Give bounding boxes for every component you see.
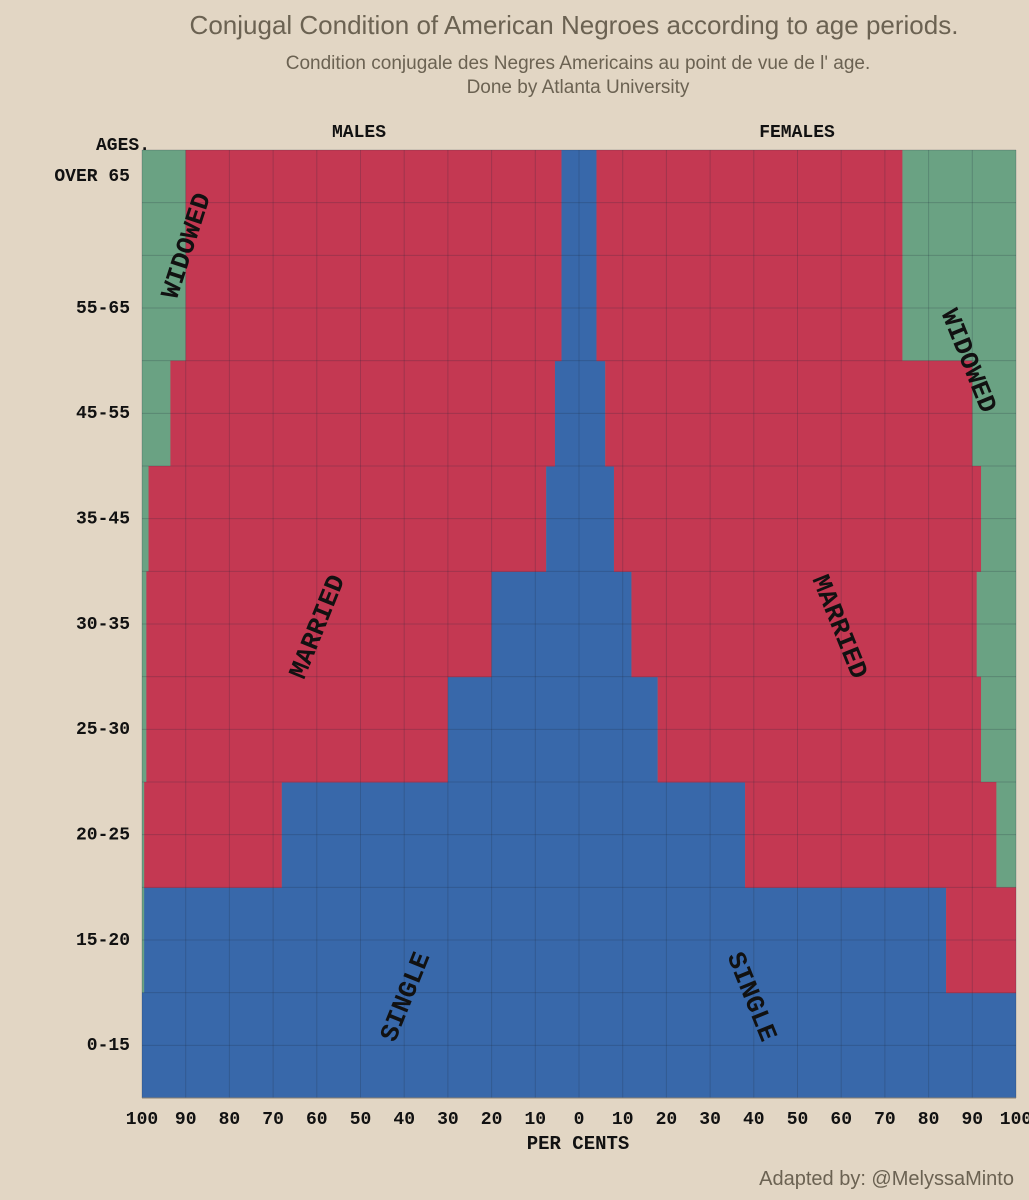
bar-male-single-30-35 [491,571,579,678]
x-tick-label: 10 [612,1110,634,1130]
grid-lines [141,149,1017,1099]
bar-female-married-45-55 [605,360,973,467]
bar-female-married-over-65 [596,150,903,256]
x-tick-label: 50 [787,1110,809,1130]
age-label: 25-30 [76,720,130,740]
bar-female-single-35-45 [579,466,614,572]
age-label: 55-65 [76,299,130,319]
bar-female-married-25-30 [657,676,982,783]
bar-female-married-15-20 [946,887,1016,994]
age-label: OVER 65 [54,167,130,187]
caption-credit: Adapted by: @MelyssaMinto [759,1168,1014,1190]
chart-title: Conjugal Condition of American Negroes a… [190,10,959,40]
bar-male-single-over-65 [561,150,579,256]
age-label: 20-25 [76,825,130,845]
age-tick-labels: 0-15 15-20 20-25 25-30 30-35 35-45 45-55 55-65 O… [54,167,130,1056]
x-tick-label: 30 [437,1110,459,1130]
x-tick-label: 60 [306,1110,328,1130]
bar-male-single-15-20 [144,887,579,994]
males-header: MALES [332,123,386,143]
bar-female-single-20-25 [579,782,746,888]
bar-male-single-35-45 [546,466,579,572]
age-label: 30-35 [76,615,130,635]
x-tick-label: 20 [656,1110,678,1130]
bar-male-single-20-25 [281,782,579,888]
age-label: 15-20 [76,931,130,951]
bar-male-single-55-65 [561,255,579,362]
bar-male-married-35-45 [148,466,547,572]
age-label: 45-55 [76,404,130,424]
x-tick-label: 20 [481,1110,503,1130]
bar-female-married-30-35 [631,571,977,678]
x-tick-label: 80 [918,1110,940,1130]
age-label: 0-15 [87,1036,130,1056]
bar-male-single-25-30 [447,676,579,783]
bar-male-married-20-25 [144,782,282,888]
bar-female-single-30-35 [579,571,632,678]
x-tick-label: 90 [175,1110,197,1130]
bar-male-married-25-30 [146,676,448,783]
bar-male-married-55-65 [185,255,562,362]
bar-female-single-0-15 [579,992,1016,1099]
x-tick-label: 50 [350,1110,372,1130]
bar-female-married-55-65 [596,255,903,362]
x-tick-label: 70 [874,1110,896,1130]
x-tick-label: 100 [126,1110,158,1130]
x-tick-label: 90 [961,1110,983,1130]
bar-female-married-35-45 [613,466,982,572]
x-tick-label: 80 [219,1110,241,1130]
bar-female-single-15-20 [579,887,947,994]
plot-area [142,150,1016,1099]
bar-female-single-25-30 [579,676,658,783]
bar-female-married-20-25 [745,782,997,888]
bar-female-single-55-65 [579,255,597,362]
chart-subtitle-source: Done by Atlanta University [467,77,690,98]
age-label: 35-45 [76,509,130,529]
x-tick-label: 70 [262,1110,284,1130]
percent-tick-labels: 100 90 80 70 60 50 40 30 20 10 0 10 20 30 40 50 60 70 80 90… [126,1110,1029,1130]
chart-subtitle-french: Condition conjugale des Negres Americain… [286,53,871,74]
bar-male-married-over-65 [185,150,562,256]
x-axis-title: PER CENTS [527,1133,630,1155]
x-tick-label: 60 [830,1110,852,1130]
x-tick-label: 40 [743,1110,765,1130]
bar-male-single-0-15 [142,992,579,1099]
x-tick-label: 100 [1000,1110,1029,1130]
x-tick-label: 0 [574,1110,585,1130]
bar-male-married-30-35 [146,571,492,678]
x-tick-label: 40 [393,1110,415,1130]
bar-male-married-45-55 [170,360,555,467]
ages-axis-title: AGES. [96,136,150,156]
x-tick-label: 30 [699,1110,721,1130]
bar-male-single-45-55 [554,360,579,467]
bar-female-single-45-55 [579,360,606,467]
bar-female-single-over-65 [579,150,597,256]
x-tick-label: 10 [524,1110,546,1130]
females-header: FEMALES [759,123,835,143]
